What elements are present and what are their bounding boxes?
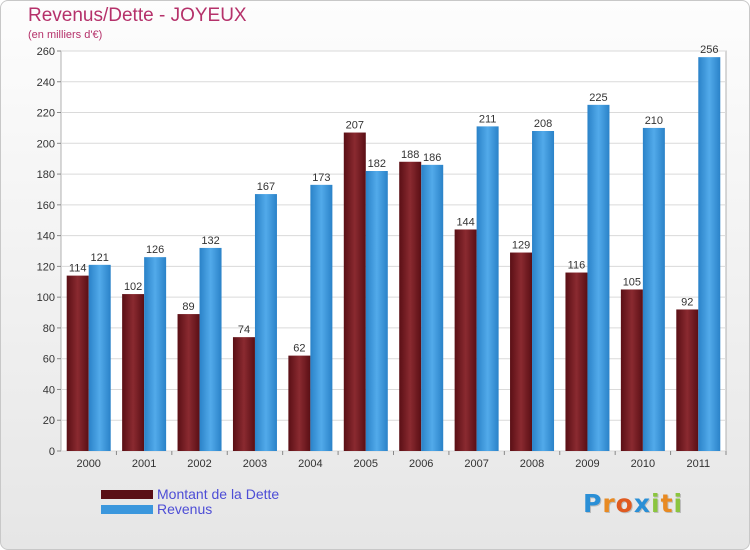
bars (66, 57, 721, 452)
bar-dette (288, 355, 311, 451)
data-label-revenus: 211 (479, 113, 497, 125)
bar-revenus (587, 104, 610, 451)
x-tick-label: 2005 (354, 458, 378, 470)
bar-revenus (642, 127, 665, 451)
data-label-dette: 102 (124, 281, 142, 293)
x-tick-label: 2009 (575, 458, 599, 470)
data-label-revenus: 208 (534, 118, 552, 130)
plot-area (60, 50, 727, 452)
data-label-dette: 129 (512, 240, 530, 252)
x-tick-label: 2011 (686, 458, 710, 470)
y-tick-label: 20 (43, 415, 55, 427)
y-tick-label: 120 (37, 261, 55, 273)
bar-dette (232, 337, 255, 451)
y-tick-label: 180 (37, 169, 55, 181)
bar-dette (510, 252, 533, 451)
y-axis-ticks: 0 20 40 60 80 100 120 140 160 180 200 220 240 260 (37, 46, 61, 458)
y-tick-label: 140 (37, 231, 55, 243)
bar-revenus (476, 126, 499, 451)
legend-label-revenus: Revenus (157, 501, 213, 517)
bar-dette (66, 275, 89, 451)
bar-revenus (421, 164, 444, 451)
data-label-dette: 74 (238, 324, 250, 336)
x-tick-label: 2003 (243, 458, 267, 470)
bar-revenus (698, 57, 721, 452)
logo-letter: t (660, 489, 674, 518)
y-tick-label: 160 (37, 200, 55, 212)
data-label-dette: 62 (293, 343, 305, 355)
data-label-dette: 114 (69, 263, 87, 275)
y-tick-label: 260 (37, 46, 55, 58)
logo-letter: x (633, 489, 651, 518)
x-tick-label: 2002 (187, 458, 211, 470)
logo-letter: P (583, 489, 603, 518)
bar-revenus (144, 257, 167, 451)
x-tick-label: 2004 (298, 458, 322, 470)
x-tick-label: 2007 (464, 458, 488, 470)
y-tick-label: 240 (37, 77, 55, 89)
bar-revenus (532, 131, 555, 451)
data-label-dette: 89 (182, 301, 194, 313)
data-label-revenus: 182 (368, 158, 386, 170)
y-tick-label: 40 (43, 384, 55, 396)
data-label-revenus: 186 (423, 152, 441, 164)
y-tick-label: 0 (49, 446, 55, 458)
data-label-revenus: 121 (91, 252, 109, 264)
grid-lines (61, 50, 726, 452)
data-label-revenus: 256 (700, 44, 718, 56)
bar-dette (454, 229, 477, 451)
bar-revenus (199, 247, 222, 451)
chart-subtitle: (en milliers d'€) (28, 29, 103, 41)
x-tick-label: 2006 (409, 458, 433, 470)
bar-dette (177, 314, 200, 451)
bar-revenus (310, 184, 333, 451)
data-label-dette: 188 (401, 149, 419, 161)
data-label-revenus: 173 (312, 172, 330, 184)
logo-letter: o (615, 489, 634, 518)
data-label-revenus: 126 (146, 244, 164, 256)
data-label-dette: 92 (681, 296, 693, 308)
proxiti-logo: Proxiti (583, 489, 683, 518)
bar-dette (620, 289, 643, 451)
data-label-revenus: 210 (645, 115, 663, 127)
bar-dette (122, 294, 145, 451)
data-label-revenus: 167 (257, 181, 275, 193)
x-tick-label: 2010 (631, 458, 655, 470)
y-tick-label: 60 (43, 354, 55, 366)
data-label-revenus: 132 (201, 235, 219, 247)
x-tick-label: 2001 (132, 458, 156, 470)
bar-dette (343, 132, 366, 452)
data-label-dette: 116 (568, 260, 586, 272)
legend-swatch-dette (101, 490, 153, 499)
data-label-revenus: 225 (589, 92, 607, 104)
bar-dette (565, 272, 588, 451)
logo-letter: i (673, 489, 684, 518)
bar-revenus (365, 171, 388, 451)
x-axis-ticks: 2000 2001 2002 2003 2004 2005 2006 2007 2008 2009… (76, 451, 727, 470)
bar-dette (399, 161, 422, 451)
legend-label-dette: Montant de la Dette (157, 486, 280, 502)
logo-letter: i (651, 489, 661, 518)
data-labels: 114 121 102 126 89 132 74 167 62 173 207 182 188 186 1… (69, 44, 719, 354)
data-label-dette: 105 (623, 276, 641, 288)
bar-revenus (254, 194, 277, 452)
x-tick-label: 2008 (520, 458, 544, 470)
y-tick-label: 100 (37, 292, 55, 304)
bar-dette (676, 309, 699, 451)
legend-swatch-revenus (101, 505, 153, 514)
data-label-dette: 207 (346, 120, 364, 132)
bar-revenus (88, 264, 111, 451)
y-tick-label: 200 (37, 138, 55, 150)
x-tick-label: 2000 (76, 458, 100, 470)
y-tick-label: 80 (43, 323, 55, 335)
y-tick-label: 220 (37, 108, 55, 120)
chart-title: Revenus/Dette - JOYEUX (28, 5, 247, 26)
data-label-dette: 144 (456, 216, 474, 228)
logo-letter: r (602, 489, 616, 518)
